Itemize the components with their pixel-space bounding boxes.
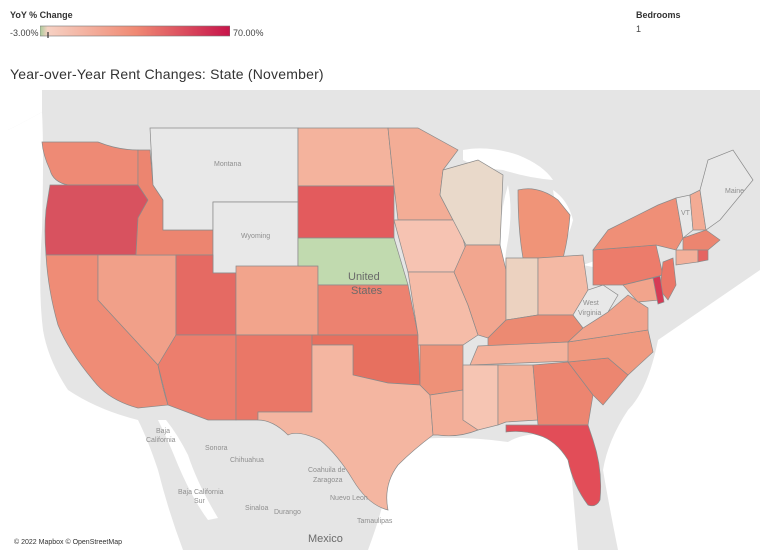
label-coahuila-1: Coahuila de xyxy=(308,467,345,474)
label-west: West xyxy=(583,300,599,307)
state-AL[interactable] xyxy=(497,364,539,426)
gulf-of-california xyxy=(158,420,218,520)
label-virginia: Virginia xyxy=(578,310,601,317)
state-WA[interactable] xyxy=(41,141,139,186)
map-canvas[interactable]: Montana Wyoming United States Maine VT W… xyxy=(8,90,760,550)
color-legend: YoY % Change -3.00% 70.00% xyxy=(10,10,264,38)
legend-min-label: -3.00% xyxy=(10,28,39,38)
atlantic-ocean xyxy=(603,270,760,550)
label-baja-california-2: California xyxy=(146,437,176,444)
label-states: States xyxy=(351,285,383,297)
state-OR[interactable] xyxy=(44,184,149,256)
state-NM[interactable] xyxy=(235,334,313,421)
state-GA[interactable] xyxy=(532,361,594,426)
state-MI[interactable] xyxy=(517,188,571,259)
label-chihuahua: Chihuahua xyxy=(230,457,264,464)
state-ME[interactable] xyxy=(699,149,754,231)
state-CA[interactable] xyxy=(45,254,169,409)
state-CT[interactable] xyxy=(675,249,699,266)
label-nuevo-leon: Nuevo Leon xyxy=(330,495,368,502)
state-AR[interactable] xyxy=(419,344,464,396)
map-title: Year-over-Year Rent Changes: State (Nove… xyxy=(10,66,324,82)
map-attribution: © 2022 Mapbox © OpenStreetMap xyxy=(14,539,122,546)
label-sonora: Sonora xyxy=(205,445,228,452)
state-DE[interactable] xyxy=(652,275,665,305)
label-vt: VT xyxy=(681,210,691,217)
label-durango: Durango xyxy=(274,509,301,516)
choropleth-map[interactable]: Montana Wyoming United States Maine VT W… xyxy=(8,90,760,550)
label-maine: Maine xyxy=(725,188,744,195)
state-WV[interactable] xyxy=(572,284,619,329)
state-SD[interactable] xyxy=(297,185,395,239)
label-mexico: Mexico xyxy=(308,533,343,545)
legend-gradient-bar xyxy=(40,25,230,38)
pacific-ocean xyxy=(8,112,183,550)
legend-max-label: 70.00% xyxy=(233,28,264,38)
label-montana: Montana xyxy=(214,161,241,168)
pacific-ocean-north xyxy=(8,90,42,130)
bedrooms-filter-value[interactable]: 1 xyxy=(636,24,642,34)
label-united: United xyxy=(348,271,380,283)
label-wyoming: Wyoming xyxy=(241,233,270,240)
label-tamaulipas: Tamaulipas xyxy=(357,518,393,525)
label-baja-sur-1: Baja California xyxy=(178,489,224,496)
label-baja-sur-2: Sur xyxy=(194,498,206,505)
label-coahuila-2: Zaragoza xyxy=(313,477,343,484)
state-NY[interactable] xyxy=(592,197,684,251)
state-FL[interactable] xyxy=(505,424,602,507)
gulf-of-mexico xyxy=(368,433,578,550)
legend-scale: -3.00% 70.00% xyxy=(10,24,278,44)
state-MS[interactable] xyxy=(462,364,499,431)
state-TX[interactable] xyxy=(257,344,434,511)
state-IN[interactable] xyxy=(505,257,539,321)
state-CO[interactable] xyxy=(235,265,319,336)
state-MA[interactable] xyxy=(682,229,721,251)
bedrooms-filter[interactable]: Bedrooms 1 xyxy=(636,10,681,34)
label-sinaloa: Sinaloa xyxy=(245,505,268,512)
states-layer[interactable] xyxy=(41,127,754,511)
state-ND[interactable] xyxy=(297,127,395,187)
label-baja-california-1: Baja xyxy=(156,428,170,435)
state-RI[interactable] xyxy=(697,249,709,263)
lake-superior xyxy=(463,148,553,180)
bedrooms-filter-label: Bedrooms xyxy=(636,10,681,20)
legend-title: YoY % Change xyxy=(10,10,73,20)
